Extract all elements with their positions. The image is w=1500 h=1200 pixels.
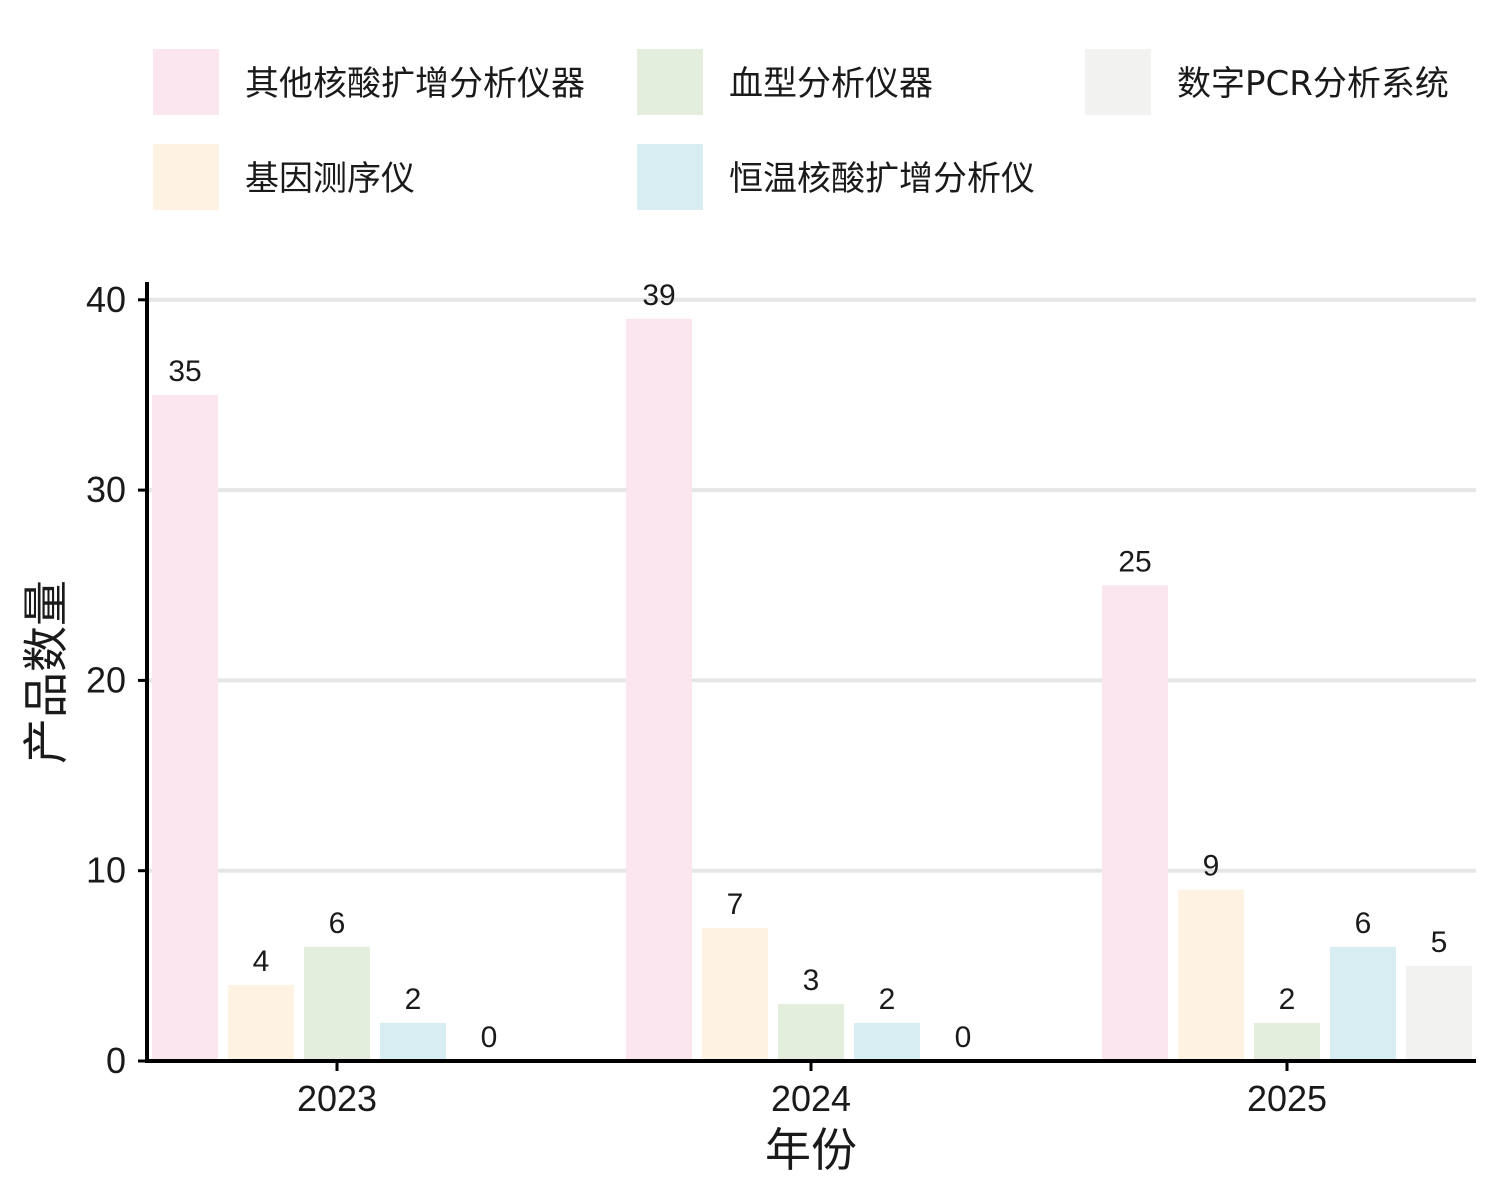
bar-2023-1	[152, 394, 218, 1061]
data-label-2023-1: 35	[168, 355, 201, 388]
legend-key-5	[1085, 49, 1151, 115]
data-label-2025-5: 5	[1431, 926, 1448, 959]
data-label-2024-5: 0	[955, 1021, 972, 1054]
x-tick-label-2023: 2023	[297, 1078, 377, 1119]
bar-2024-1	[626, 318, 692, 1062]
bar-2023-3	[304, 946, 370, 1061]
legend-label-2: 基因测序仪	[245, 159, 415, 199]
y-axis-title: 产品数量	[19, 580, 73, 764]
y-tick-label: 20	[86, 659, 126, 700]
x-tick-label-2025: 2025	[1247, 1078, 1327, 1119]
legend-key-2	[153, 144, 219, 210]
bar-2025-5	[1406, 965, 1472, 1061]
data-label-2023-5: 0	[481, 1021, 498, 1054]
x-axis-title: 年份	[765, 1123, 857, 1177]
bars	[152, 318, 1472, 1062]
data-label-2025-1: 25	[1118, 545, 1151, 578]
bar-2023-4	[380, 1022, 446, 1061]
y-tick-label: 0	[106, 1040, 126, 1081]
bar-2024-2	[702, 927, 768, 1061]
bar-2025-1	[1102, 585, 1168, 1061]
data-label-2023-3: 6	[329, 907, 346, 940]
legend-label-1: 其他核酸扩增分析仪器	[245, 64, 585, 104]
legend-label-5: 数字PCR分析系统	[1177, 64, 1449, 104]
legend-key-1	[153, 49, 219, 115]
data-label-2025-4: 6	[1355, 907, 1372, 940]
bar-2024-3	[778, 1003, 844, 1061]
legend-label-4: 恒温核酸扩增分析仪	[729, 159, 1035, 199]
data-label-2024-4: 2	[879, 983, 896, 1016]
bar-2023-2	[228, 984, 294, 1061]
data-label-2024-3: 3	[803, 964, 820, 997]
data-label-2023-2: 4	[253, 945, 270, 978]
legend-key-4	[637, 144, 703, 210]
bar-2025-4	[1330, 946, 1396, 1061]
data-label-2024-1: 39	[642, 279, 675, 312]
y-tick-label: 30	[86, 469, 126, 510]
data-label-2025-3: 2	[1279, 983, 1296, 1016]
legend-label-3: 血型分析仪器	[729, 64, 933, 104]
bar-2024-4	[854, 1022, 920, 1061]
data-label-2023-4: 2	[405, 983, 422, 1016]
axes	[145, 282, 1476, 1063]
bar-2025-3	[1254, 1022, 1320, 1061]
bar-2025-2	[1178, 889, 1244, 1061]
legend-key-3	[637, 49, 703, 115]
x-tick-label-2024: 2024	[771, 1078, 851, 1119]
data-label-2025-2: 9	[1203, 850, 1220, 883]
gridlines	[147, 297, 1476, 873]
data-label-2024-2: 7	[727, 888, 744, 921]
data-labels: 35 4 6 2 0 39 7 3 2 0 25 9 2 6 5	[168, 279, 1447, 1054]
y-tick-label: 40	[86, 279, 126, 320]
y-tick-label: 10	[86, 850, 126, 891]
